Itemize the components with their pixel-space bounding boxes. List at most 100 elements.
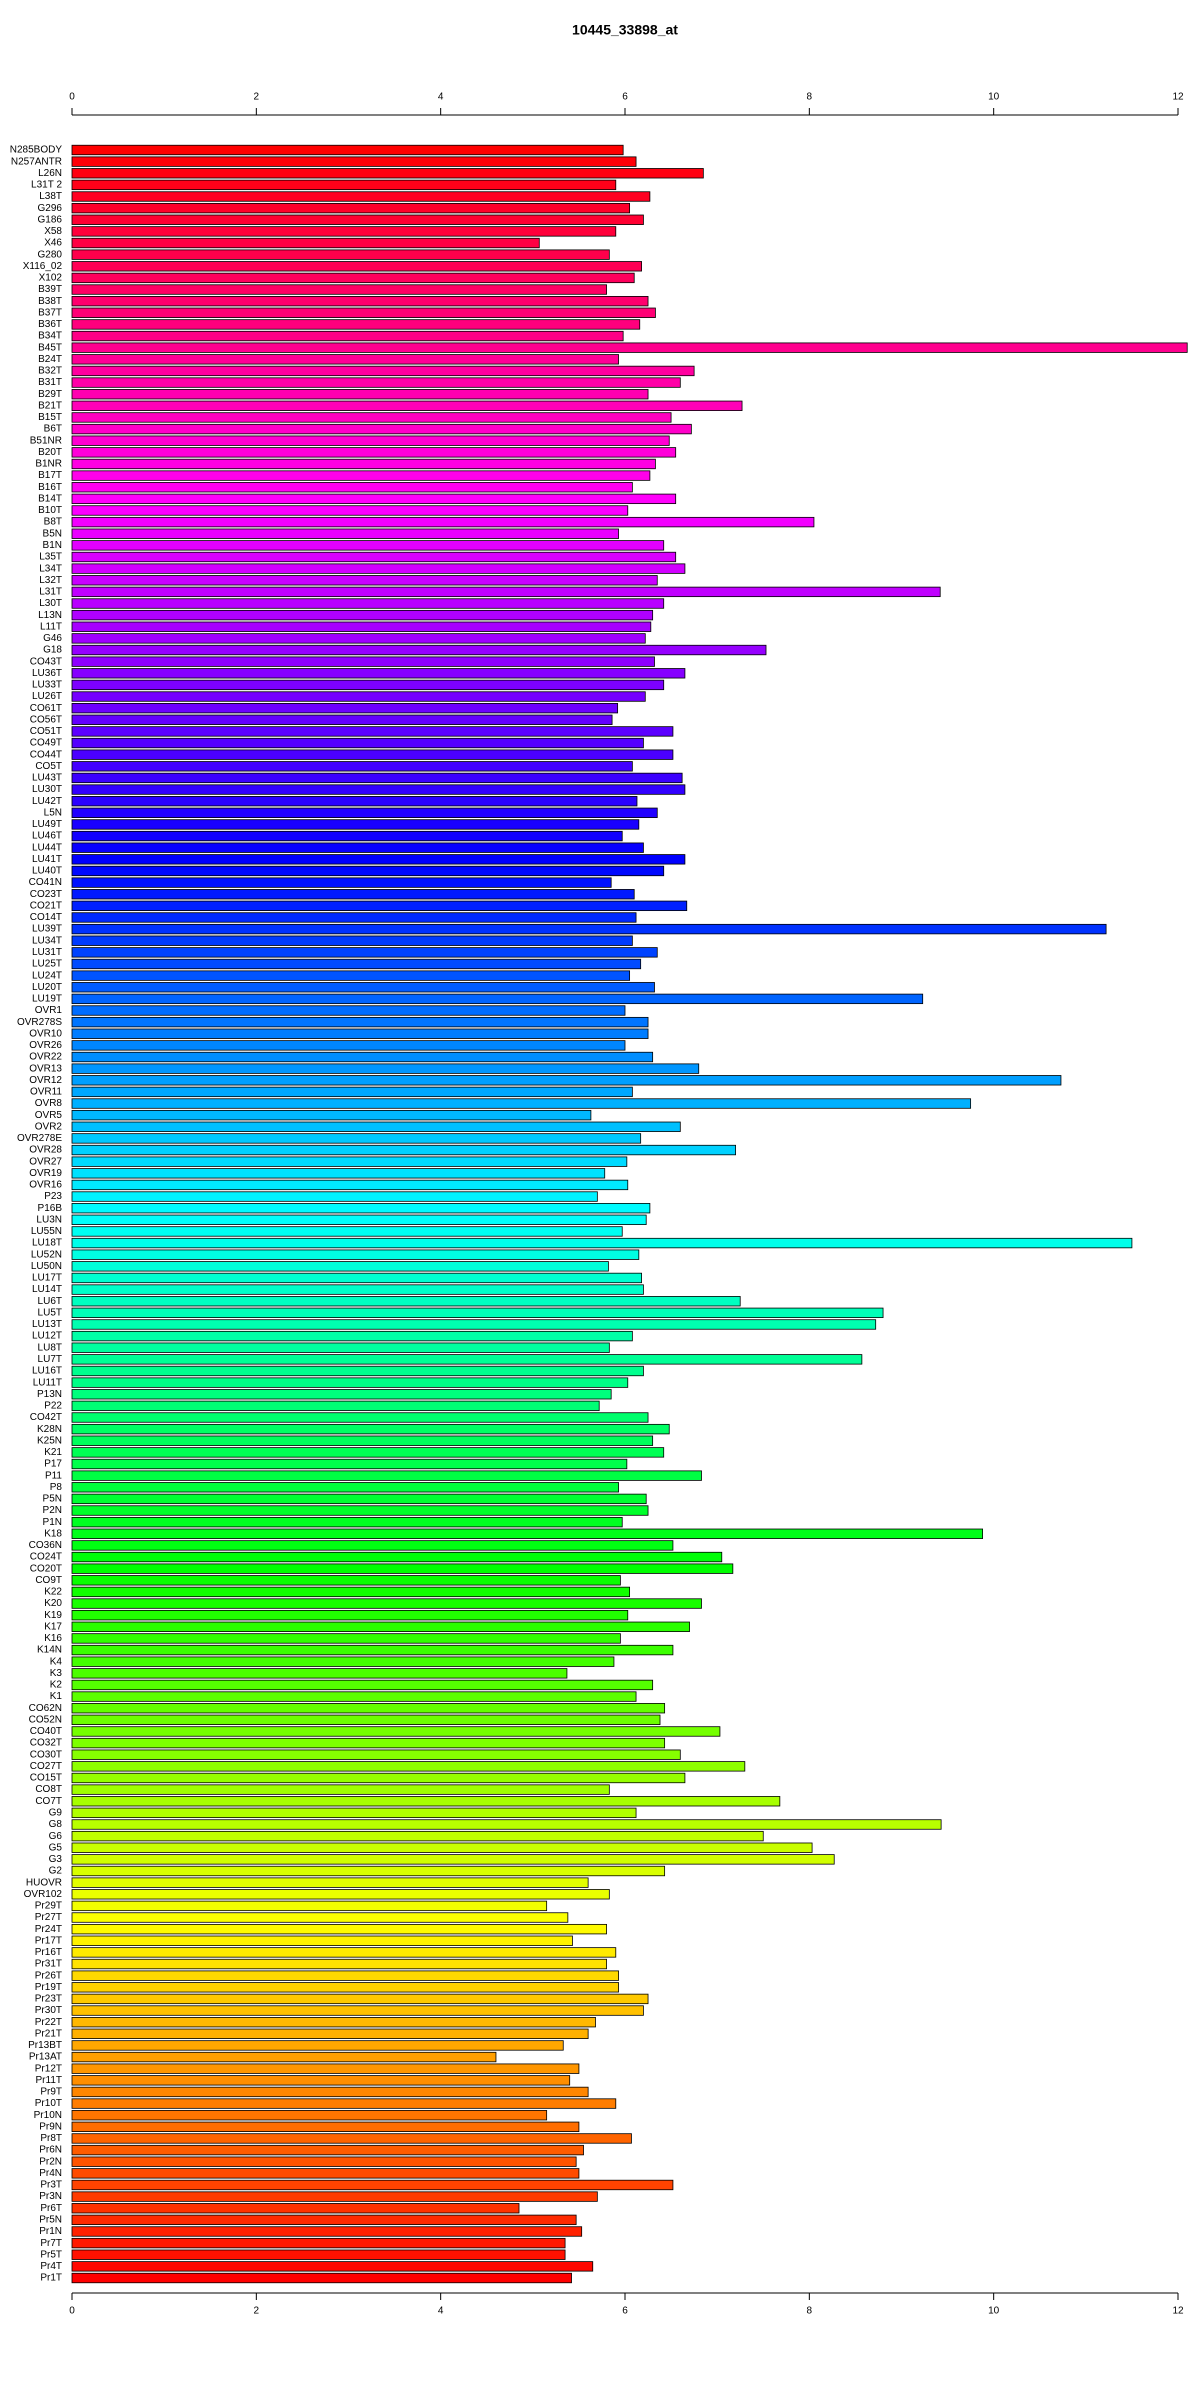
y-tick-label: OVR22 bbox=[29, 1052, 62, 1063]
bar bbox=[71, 2191, 598, 2202]
y-tick-label: OVR19 bbox=[29, 1168, 62, 1179]
bar bbox=[71, 261, 642, 272]
bar bbox=[71, 179, 617, 191]
y-tick-label: LU49T bbox=[32, 819, 62, 830]
y-tick-label: LU16T bbox=[32, 1366, 62, 1377]
bar bbox=[71, 668, 686, 679]
bar bbox=[71, 1656, 615, 1667]
y-tick-label: K1 bbox=[50, 1691, 63, 1702]
bar bbox=[71, 970, 631, 981]
bar bbox=[71, 2075, 571, 2086]
bar bbox=[71, 1610, 629, 1621]
bar bbox=[71, 900, 688, 912]
bar bbox=[71, 1679, 654, 1691]
y-tick-label: N257ANTR bbox=[11, 156, 62, 167]
bar bbox=[71, 389, 649, 400]
y-tick-label: CO15T bbox=[30, 1773, 62, 1784]
y-tick-label: LU55N bbox=[31, 1226, 62, 1237]
y-tick-label: Pr9N bbox=[39, 2121, 62, 2132]
y-tick-label: G6 bbox=[49, 1831, 63, 1842]
bar bbox=[71, 540, 665, 551]
y-tick-label: K19 bbox=[44, 1610, 62, 1621]
y-tick-label: K2 bbox=[50, 1680, 63, 1691]
y-tick-label: CO42T bbox=[30, 1412, 62, 1423]
bar bbox=[71, 1261, 609, 1272]
bar bbox=[71, 1144, 736, 1156]
y-tick-label: Pr31T bbox=[35, 1959, 62, 1970]
bar bbox=[71, 2272, 572, 2284]
y-tick-label: P22 bbox=[44, 1401, 62, 1412]
chart-title: 10445_33898_at bbox=[572, 22, 678, 38]
y-tick-label: CO5T bbox=[35, 761, 62, 772]
x-tick-label: 2 bbox=[254, 92, 260, 103]
y-tick-label: Pr24T bbox=[35, 1924, 62, 1935]
y-tick-label: G9 bbox=[49, 1808, 63, 1819]
x-tick-label: 6 bbox=[622, 2306, 628, 2317]
bar bbox=[71, 1005, 626, 1016]
y-tick-label: K25N bbox=[37, 1435, 62, 1446]
y-tick-label: B32T bbox=[38, 366, 62, 377]
y-tick-label: LU18T bbox=[32, 1238, 62, 1249]
bar bbox=[71, 609, 654, 621]
y-tick-label: B36T bbox=[38, 319, 62, 330]
y-tick-label: B39T bbox=[38, 284, 62, 295]
y-tick-label: P5N bbox=[43, 1494, 62, 1505]
y-tick-label: LU12T bbox=[32, 1331, 62, 1342]
y-tick-label: CO23T bbox=[30, 889, 62, 900]
y-tick-label: Pr5T bbox=[40, 2249, 62, 2260]
bar bbox=[71, 423, 692, 435]
y-tick-label: LU43T bbox=[32, 773, 62, 784]
y-tick-label: OVR5 bbox=[35, 1110, 63, 1121]
bar bbox=[71, 1237, 1133, 1249]
y-tick-label: Pr17T bbox=[35, 1935, 62, 1946]
bar bbox=[71, 2203, 520, 2214]
y-tick-label: LU46T bbox=[32, 831, 62, 842]
y-tick-label: OVR102 bbox=[24, 1889, 63, 1900]
bar bbox=[71, 144, 624, 156]
y-tick-label: CO14T bbox=[30, 912, 62, 923]
y-tick-label: X102 bbox=[39, 273, 63, 284]
bar bbox=[71, 737, 644, 749]
bar bbox=[71, 2214, 577, 2226]
y-tick-label: Pr13AT bbox=[29, 2052, 62, 2063]
bar bbox=[71, 1156, 628, 1167]
bar bbox=[71, 1668, 568, 1679]
bar bbox=[71, 982, 655, 993]
bar bbox=[71, 598, 665, 609]
y-tick-label: P11 bbox=[45, 1470, 62, 1481]
y-tick-label: B17T bbox=[38, 470, 62, 481]
y-tick-label: LU8T bbox=[38, 1342, 62, 1353]
y-tick-label: OVR12 bbox=[29, 1075, 62, 1086]
bar bbox=[71, 1575, 621, 1586]
y-tick-label: L30T bbox=[39, 598, 62, 609]
y-tick-label: LU5T bbox=[38, 1307, 62, 1318]
y-tick-label: B15T bbox=[38, 412, 62, 423]
bar bbox=[71, 1598, 702, 1609]
y-tick-label: K14N bbox=[37, 1645, 62, 1656]
bar bbox=[71, 1505, 649, 1516]
y-tick-label: L38T bbox=[39, 191, 62, 202]
bar bbox=[71, 586, 941, 598]
y-tick-label: LU33T bbox=[32, 680, 62, 691]
y-tick-label: LU34T bbox=[32, 935, 62, 946]
y-tick-label: OVR278S bbox=[17, 1017, 62, 1028]
bar bbox=[71, 1296, 741, 1307]
bar bbox=[71, 1644, 674, 1656]
y-tick-label: LU14T bbox=[32, 1284, 62, 1295]
y-tick-label: CO49T bbox=[30, 738, 62, 749]
y-tick-label: Pr6T bbox=[40, 2203, 62, 2214]
y-tick-label: Pr21T bbox=[35, 2028, 62, 2039]
bar bbox=[71, 2133, 632, 2144]
y-tick-label: Pr13BT bbox=[28, 2040, 62, 2051]
y-tick-label: CO7T bbox=[35, 1796, 62, 1807]
bar bbox=[71, 168, 704, 179]
bar bbox=[71, 679, 665, 691]
bar bbox=[71, 1179, 629, 1191]
y-tick-label: OVR13 bbox=[29, 1063, 62, 1074]
bar bbox=[71, 1982, 619, 1993]
y-tick-label: LU41T bbox=[32, 854, 62, 865]
y-tick-label: OVR27 bbox=[29, 1156, 62, 1167]
y-tick-label: G5 bbox=[49, 1842, 63, 1853]
y-tick-label: B10T bbox=[38, 505, 62, 516]
bar bbox=[71, 2179, 674, 2191]
